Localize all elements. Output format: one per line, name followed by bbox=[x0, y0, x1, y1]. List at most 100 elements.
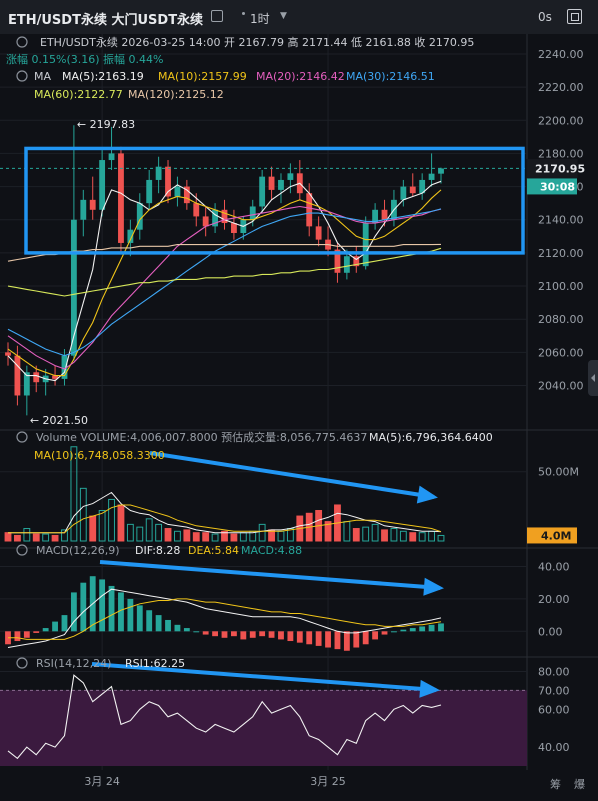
volume-bar-29 bbox=[277, 530, 285, 542]
macd-tick-2: 40.00 bbox=[538, 560, 570, 573]
macd-bar-45 bbox=[428, 624, 435, 632]
macd-bar-12 bbox=[118, 592, 124, 632]
macd-bar-27 bbox=[259, 631, 266, 637]
macd-bar-8 bbox=[80, 582, 87, 632]
ma-label: MA bbox=[34, 70, 51, 83]
rsi-tick-1: 60.00 bbox=[538, 703, 570, 716]
candle-body bbox=[230, 223, 237, 233]
macd-bar-33 bbox=[315, 631, 322, 646]
volume-tick-0: 50.00M bbox=[538, 466, 579, 479]
price-tick-7: 2180.00 bbox=[538, 147, 584, 160]
ma-line-ma60 bbox=[7, 247, 442, 297]
macd-bar-28 bbox=[268, 631, 275, 638]
candle-35 bbox=[334, 242, 341, 283]
macd-bar-20 bbox=[193, 631, 200, 633]
volume-bar-22 bbox=[211, 533, 219, 542]
fullscreen-icon[interactable] bbox=[567, 9, 582, 24]
candle-22 bbox=[212, 203, 219, 233]
macd-bar-24 bbox=[230, 631, 237, 637]
macd-bar-22 bbox=[212, 631, 219, 637]
ma30-value: MA(30):2146.51 bbox=[346, 70, 435, 83]
price-tick-4: 2120.00 bbox=[538, 247, 584, 260]
candle-body bbox=[409, 186, 416, 194]
macd-pane bbox=[5, 576, 444, 651]
scale-label[interactable]: 0s bbox=[538, 10, 552, 24]
interval-selector[interactable]: 1时 bbox=[250, 12, 270, 26]
macd-dif-value: DIF:8.28 bbox=[135, 544, 180, 557]
candle-body bbox=[193, 203, 200, 217]
candle-body bbox=[315, 226, 322, 240]
candle-body bbox=[5, 352, 11, 356]
candle-body bbox=[212, 209, 219, 227]
grid-lines bbox=[0, 34, 598, 770]
chips-button[interactable]: 筹 bbox=[550, 778, 561, 791]
volume-bar-15 bbox=[145, 518, 153, 542]
candle-15 bbox=[146, 170, 153, 210]
candle-0 bbox=[5, 342, 11, 366]
macd-dif-line bbox=[7, 588, 442, 648]
ma-line-ma30 bbox=[7, 208, 442, 357]
volume-ma10-line bbox=[8, 504, 442, 534]
candle-46 bbox=[438, 167, 444, 184]
candle-body bbox=[278, 179, 284, 190]
macd-bar-38 bbox=[362, 631, 369, 645]
macd-bar-14 bbox=[136, 605, 143, 632]
macd-bar-10 bbox=[99, 579, 106, 632]
rsi-value: RSI1:62.25 bbox=[125, 657, 185, 670]
side-panel-handle[interactable] bbox=[588, 360, 598, 396]
macd-bar-44 bbox=[419, 626, 426, 632]
price-tick-10: 2240.00 bbox=[538, 48, 584, 61]
symbol-title[interactable]: ETH/USDT永续 大门USDT永续 bbox=[8, 13, 204, 28]
ma60-value: MA(60):2122.77 bbox=[34, 88, 123, 101]
volume-bar-19 bbox=[183, 529, 191, 542]
macd-tick-0: 0.00 bbox=[538, 625, 563, 638]
candle-body bbox=[136, 203, 143, 230]
macd-bar-16 bbox=[155, 615, 162, 632]
volume-info: Volume VOLUME:4,006,007.8000 预估成交量:8,056… bbox=[36, 430, 367, 444]
macd-bar-7 bbox=[70, 592, 77, 632]
volume-bar-8 bbox=[79, 487, 87, 542]
candle-body bbox=[165, 166, 171, 197]
candle-8 bbox=[80, 189, 87, 237]
macd-bar-13 bbox=[127, 598, 134, 632]
volume-bar-11 bbox=[108, 498, 115, 542]
candle-33 bbox=[315, 216, 322, 247]
macd-dea-line bbox=[8, 598, 442, 640]
candle-body bbox=[33, 372, 40, 383]
chevron-down-icon[interactable]: ▼ bbox=[280, 11, 287, 21]
volume-bar-44 bbox=[418, 532, 426, 542]
volume-bar-3 bbox=[32, 533, 40, 542]
arrow-shaft bbox=[91, 662, 437, 692]
volume-bar-42 bbox=[399, 530, 407, 542]
volume-bar-34 bbox=[324, 521, 332, 542]
candle-body bbox=[221, 209, 228, 224]
candle-body bbox=[70, 219, 77, 356]
volume-down-arrow bbox=[149, 451, 438, 504]
liquidation-button[interactable]: 爆 bbox=[574, 778, 585, 791]
candle-body bbox=[108, 153, 115, 161]
visibility-eye-icon bbox=[16, 70, 28, 82]
macd-bar-1 bbox=[14, 631, 21, 642]
candle-body bbox=[428, 173, 435, 180]
arrow-head bbox=[423, 577, 444, 596]
macd-hist-value: MACD:4.88 bbox=[241, 544, 302, 557]
candle-24 bbox=[230, 209, 237, 240]
macd-bar-3 bbox=[33, 631, 40, 633]
volume-bar-14 bbox=[136, 526, 144, 542]
price-tick-5: 2140.00 bbox=[538, 214, 584, 227]
candle-3 bbox=[33, 365, 40, 393]
candle-body bbox=[146, 179, 153, 204]
x-label-0: 3月 24 bbox=[84, 775, 120, 788]
edit-icon[interactable] bbox=[211, 10, 223, 22]
candle-body bbox=[381, 209, 388, 220]
volume-bar-5 bbox=[51, 534, 59, 542]
volume-bar-9 bbox=[89, 515, 97, 542]
volume-bar-0 bbox=[4, 532, 12, 542]
high-marker: ← 2197.83 bbox=[77, 118, 135, 131]
volume-ma5-line bbox=[8, 491, 442, 534]
candle-body bbox=[259, 176, 266, 207]
candle-body bbox=[438, 168, 444, 174]
y-axis-labels: 2040.00 2060.00 2080.00 2100.00 2120.00 2140.… bbox=[84, 48, 583, 788]
macd-bar-19 bbox=[183, 628, 190, 632]
